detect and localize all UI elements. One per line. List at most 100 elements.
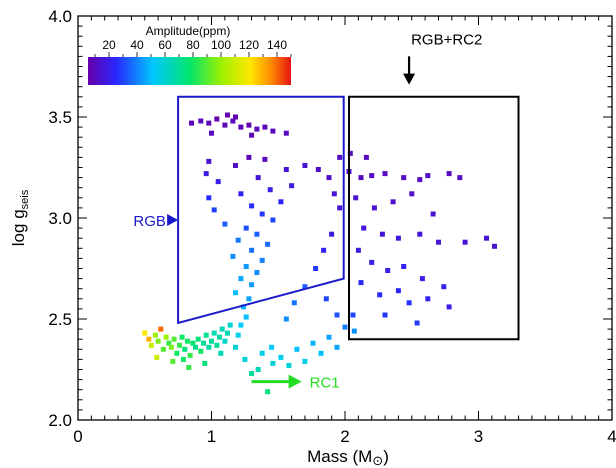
y-axis-label: log gseis	[9, 189, 31, 246]
data-point	[321, 247, 327, 253]
data-point	[457, 175, 463, 181]
data-point	[342, 324, 348, 330]
data-point	[353, 195, 359, 201]
annotation-rc1: RC1	[310, 375, 340, 392]
data-point	[235, 237, 241, 243]
data-point	[401, 264, 407, 269]
data-point	[318, 350, 324, 356]
data-point	[278, 199, 284, 205]
data-point	[233, 114, 238, 120]
data-point	[255, 175, 261, 181]
data-point	[177, 342, 182, 348]
data-point	[419, 276, 425, 282]
x-tick-label: 2	[340, 427, 349, 446]
data-point	[409, 191, 415, 197]
data-point	[278, 354, 284, 360]
colorbar: 20 40 60 80 100 120 140 Amplitude(ppm)	[88, 24, 292, 85]
colorbar-gradient	[88, 57, 291, 85]
data-point	[401, 175, 407, 181]
y-tick-label: 2.5	[48, 310, 72, 329]
data-point	[142, 330, 148, 336]
data-point	[166, 340, 172, 346]
data-point	[255, 367, 261, 372]
data-point	[214, 116, 220, 122]
data-point	[395, 288, 401, 294]
data-point	[262, 156, 268, 162]
data-point	[155, 338, 161, 344]
data-point	[484, 235, 489, 241]
data-point	[233, 290, 238, 296]
data-point	[233, 344, 238, 350]
data-point	[222, 338, 228, 344]
data-point	[225, 330, 230, 336]
x-tick-label: 1	[207, 427, 216, 446]
data-point	[414, 320, 420, 326]
data-point	[211, 330, 217, 336]
data-point	[351, 328, 357, 334]
data-point	[294, 346, 300, 352]
data-point	[222, 122, 228, 128]
data-point	[310, 340, 316, 346]
data-point	[385, 268, 391, 273]
data-point	[202, 360, 208, 366]
data-point	[249, 282, 255, 288]
data-point	[313, 266, 319, 271]
colorbar-tick-label: 100	[211, 38, 231, 52]
data-point	[417, 231, 423, 237]
data-point	[259, 257, 265, 263]
data-point	[441, 284, 447, 290]
y-tick-label: 2.0	[48, 411, 72, 430]
data-point	[286, 363, 292, 368]
data-point	[238, 276, 244, 282]
data-point	[243, 314, 249, 320]
data-point	[331, 191, 337, 197]
data-point	[265, 389, 271, 395]
data-point	[241, 304, 246, 310]
data-point	[302, 163, 308, 168]
colorbar-title: Amplitude(ppm)	[146, 24, 231, 38]
data-point	[270, 217, 276, 223]
data-point	[182, 346, 188, 352]
data-point	[163, 334, 169, 340]
data-point	[243, 225, 249, 231]
data-point	[269, 344, 275, 350]
data-point	[225, 112, 230, 118]
data-point	[146, 336, 152, 342]
data-point	[189, 120, 194, 126]
x-axis-label: Mass (M⊙)	[307, 447, 389, 468]
y-tick-label: 3.5	[48, 108, 72, 127]
data-point	[337, 205, 343, 211]
y-axis-label-subscript: seis	[19, 189, 31, 209]
data-point	[230, 253, 236, 259]
colorbar-tick-label: 40	[130, 38, 144, 52]
data-point	[262, 124, 268, 130]
data-point	[337, 154, 343, 160]
data-point	[446, 304, 452, 310]
y-axis-label-text: log g	[9, 209, 28, 246]
data-point	[363, 154, 369, 160]
data-point	[302, 358, 308, 364]
x-axis-label-text: Mass (M	[307, 447, 372, 466]
data-point	[209, 130, 214, 136]
data-point	[170, 358, 176, 364]
data-point	[270, 128, 276, 134]
data-point	[217, 334, 222, 340]
data-point	[195, 336, 201, 342]
data-point	[395, 235, 401, 241]
data-point	[446, 171, 452, 177]
data-point	[254, 126, 260, 132]
data-point	[369, 173, 375, 179]
data-point	[206, 120, 212, 126]
data-point	[193, 344, 198, 350]
data-point	[219, 326, 225, 332]
data-point	[235, 332, 241, 338]
data-point	[185, 338, 190, 344]
data-point	[302, 284, 308, 290]
data-point	[417, 177, 423, 183]
data-point	[181, 356, 186, 362]
x-axis-label-close: )	[383, 447, 389, 466]
data-point	[390, 199, 396, 205]
data-point	[371, 205, 377, 211]
data-point	[347, 150, 353, 156]
colorbar-tick-label: 120	[239, 38, 259, 52]
